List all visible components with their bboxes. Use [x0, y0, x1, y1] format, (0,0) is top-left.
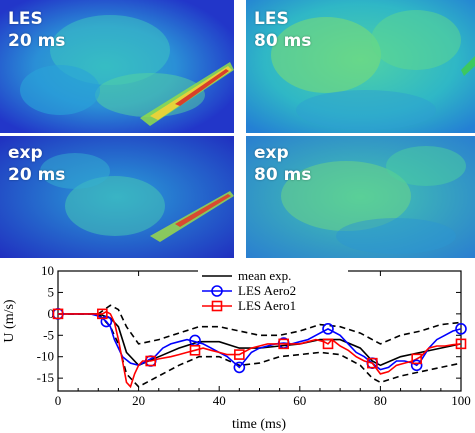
aero1-marker [411, 353, 422, 365]
aero1-marker [367, 357, 378, 369]
series-line-1 [58, 304, 462, 345]
y-tick-label: -5 [43, 327, 54, 342]
series-line-2 [58, 313, 462, 388]
label-line2: 80 ms [254, 165, 312, 185]
label-line2: 80 ms [254, 31, 312, 51]
aero2-marker [233, 361, 246, 374]
aero2-marker [410, 359, 423, 372]
label-line1: exp [254, 143, 289, 163]
aero1-marker [278, 338, 289, 350]
x-tick-label: 80 [374, 393, 387, 408]
label-line2: 20 ms [8, 165, 66, 185]
exp-80ms-field-image [246, 136, 475, 258]
label-line1: LES [254, 9, 289, 29]
exp-20ms-panel: exp 20 ms [0, 136, 234, 258]
legend-label: LES Aero2 [238, 283, 296, 298]
aero1-marker [189, 344, 201, 356]
exp-80ms-label: exp 80 ms [254, 142, 311, 186]
x-tick-label: 20 [132, 393, 145, 408]
legend-label: LES Aero1 [238, 298, 296, 313]
exp-20ms-field-image [0, 136, 234, 258]
label-line2: 20 ms [8, 31, 66, 51]
y-axis-label: U (m/s) [2, 299, 17, 343]
y-tick-label: 0 [48, 306, 55, 321]
les-80ms-panel: LES 80 ms [246, 0, 475, 133]
y-tick-label: -10 [37, 349, 54, 364]
y-tick-label: 10 [41, 263, 54, 278]
les-20ms-field-image [0, 0, 234, 133]
aero1-marker [145, 355, 156, 367]
les-20ms-label: LES 20 ms [8, 8, 65, 52]
legend-circle-marker [211, 285, 223, 297]
series-line-3 [58, 313, 462, 371]
label-line1: exp [8, 143, 43, 163]
label-line1: LES [8, 9, 43, 29]
x-tick-label: 0 [55, 393, 62, 408]
x-tick-label: 100 [451, 393, 471, 408]
x-axis-label: time (ms) [232, 417, 286, 432]
exp-80ms-panel: exp 80 ms [246, 136, 475, 258]
aero1-marker [455, 338, 467, 350]
aero1-marker [97, 308, 108, 320]
les-80ms-field-image [246, 0, 475, 133]
x-tick-label: 60 [293, 393, 306, 408]
y-tick-label: -15 [37, 370, 54, 385]
legend-label: mean exp. [238, 268, 291, 283]
x-tick-label: 40 [213, 393, 226, 408]
aero1-marker [234, 349, 245, 360]
les-80ms-label: LES 80 ms [254, 8, 311, 52]
les-20ms-panel: LES 20 ms [0, 0, 234, 133]
aero1-marker [322, 338, 334, 350]
aero2-marker [455, 323, 467, 335]
legend-square-marker [211, 300, 223, 312]
y-tick-label: 5 [48, 284, 55, 299]
aero2-marker [322, 323, 334, 335]
aero1-marker [52, 308, 64, 320]
exp-20ms-label: exp 20 ms [8, 142, 65, 186]
series-line-4 [58, 310, 462, 389]
